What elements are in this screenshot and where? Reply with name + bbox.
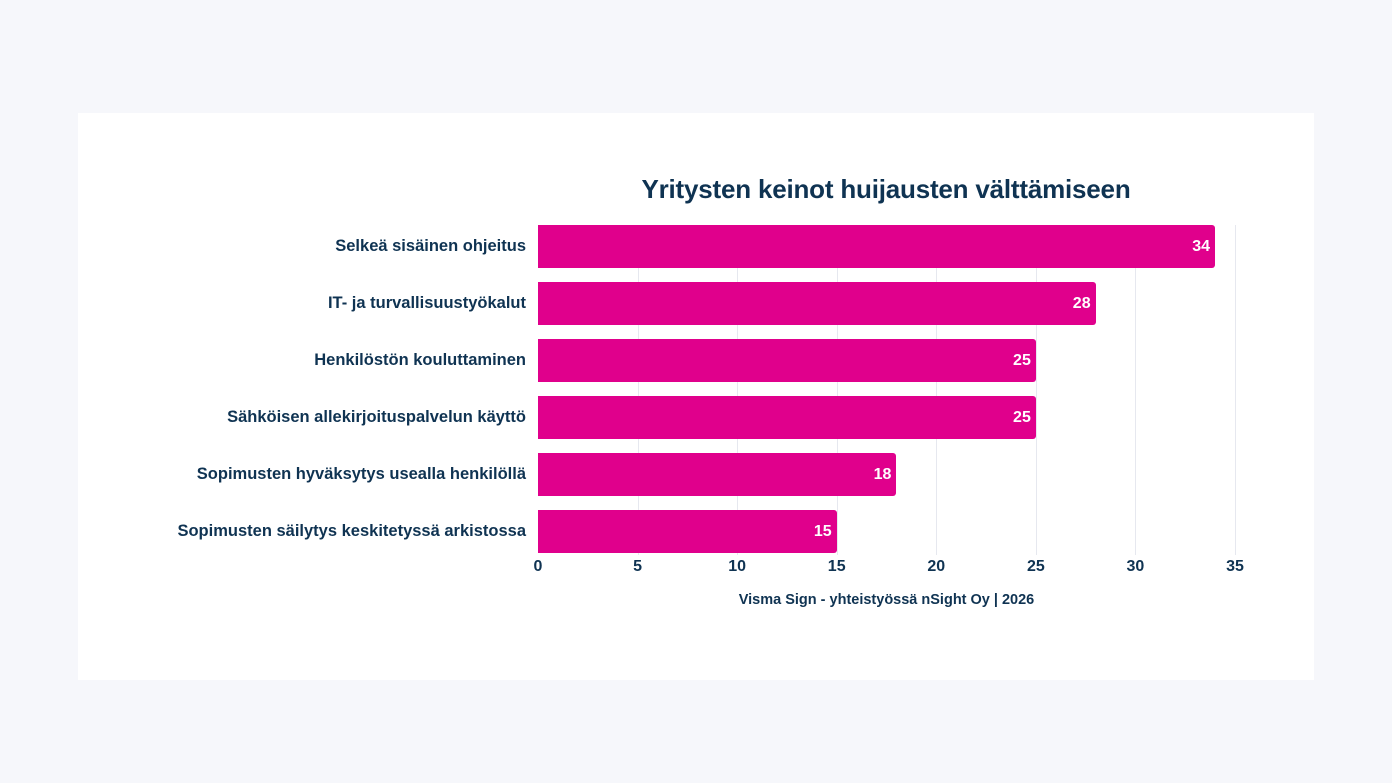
bar: 25	[538, 339, 1036, 382]
gridline	[637, 225, 639, 555]
category-label: Sopimusten hyväksytys usealla henkilöllä	[196, 465, 526, 483]
bar-value-label: 25	[1013, 408, 1031, 426]
bar-value-label: 18	[873, 465, 892, 483]
bar-value-label: 34	[1192, 237, 1211, 255]
source-caption: Visma Sign - yhteistyössä nSight Oy | 20…	[738, 592, 1035, 608]
bar-value-label: 15	[813, 522, 832, 540]
gridline	[1135, 225, 1137, 555]
bar: 28	[538, 282, 1096, 325]
bar: 34	[538, 225, 1216, 268]
bar: 15	[538, 510, 837, 553]
gridline	[936, 225, 938, 555]
bar: 18	[538, 453, 897, 496]
x-tick-label: 15	[827, 558, 846, 575]
x-tick-label: 10	[728, 558, 747, 575]
category-label: Sähköisen allekirjoituspalvelun käyttö	[227, 408, 526, 426]
chart-title: Yritysten keinot huijausten välttämiseen	[641, 174, 1131, 204]
bar-value-label: 28	[1072, 294, 1091, 312]
gridline	[1235, 225, 1236, 555]
x-tick-label: 20	[927, 558, 946, 575]
category-label: IT- ja turvallisuustyökalut	[327, 294, 526, 312]
gridline	[836, 225, 838, 555]
plot-area: 34 28 25 25 18 15	[538, 225, 1238, 555]
x-tick-label: 0	[533, 558, 543, 575]
x-tick-label: 35	[1226, 558, 1244, 575]
x-tick-label: 30	[1126, 558, 1145, 575]
category-label: Henkilöstön kouluttaminen	[314, 351, 526, 369]
category-label: Sopimusten säilytys keskitetyssä arkisto…	[177, 522, 526, 540]
gridline	[1035, 225, 1037, 555]
category-label: Selkeä sisäinen ohjeitus	[335, 237, 526, 255]
bar: 25	[538, 396, 1036, 439]
x-tick-label: 5	[633, 558, 643, 575]
bar-value-label: 25	[1013, 351, 1031, 369]
gridline	[737, 225, 739, 555]
x-tick-label: 25	[1026, 558, 1045, 575]
